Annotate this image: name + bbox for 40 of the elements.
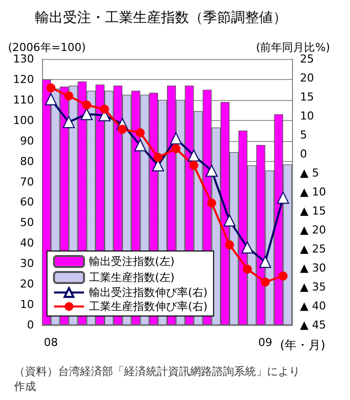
x-axis-title: (年・月)	[280, 338, 326, 352]
chart-title: 輸出受注・工業生産指数（季節調整値）	[35, 10, 287, 26]
legend-label: 工業生産指数伸び率(右)	[89, 300, 208, 313]
y-tick-label: 100	[13, 114, 34, 127]
y2-tick-label: ▲ 35	[300, 280, 326, 294]
y-tick-label: 50	[20, 216, 34, 230]
y-tick-label: 120	[13, 72, 34, 86]
y2-tick-label: 20	[300, 72, 314, 84]
x-tick-label: 09	[258, 336, 272, 349]
y2-tick-label: 5	[300, 128, 307, 142]
y2-tick-label: ▲ 40	[300, 300, 326, 312]
y2-tick-label: ▲ 20	[300, 224, 326, 236]
y2-tick-label: ▲ 45	[300, 318, 326, 332]
y-tick-label: 30	[20, 257, 34, 270]
y-tick-label: 20	[20, 278, 34, 291]
x-tick-label: 08	[44, 336, 58, 349]
y2-tick-label: ▲ 10	[300, 186, 326, 198]
y-tick-label: 130	[13, 52, 34, 66]
y2-tick-label: ▲ 5	[300, 166, 319, 180]
y2-tick-label: 15	[300, 90, 314, 104]
y-tick-label: 80	[20, 154, 34, 168]
y2-tick-label: ▲ 15	[300, 204, 326, 218]
y-tick-label: 0	[27, 318, 34, 332]
y-tick-label: 40	[20, 236, 34, 250]
y2-tick-label: 0	[300, 148, 307, 160]
y2-tick-label: 10	[300, 110, 314, 122]
y-tick-label: 70	[20, 175, 34, 188]
y-tick-label: 90	[20, 134, 34, 148]
legend-label: 輸出受注指数伸び率(右)	[89, 286, 208, 299]
legend-label: 工業生産指数(左)	[89, 271, 175, 284]
y-tick-label: 10	[20, 298, 34, 312]
y2-tick-label: 25	[300, 52, 314, 66]
y-tick-label: 110	[13, 93, 34, 106]
text: （資料）台湾経済部「経済統計資訊網路諮詢系統」により作成	[13, 365, 300, 393]
y-axis-title: (2006年=100)	[8, 41, 86, 54]
y2-tick-label: ▲ 25	[300, 242, 326, 256]
legend-label: 輸出受注指数(左)	[89, 255, 175, 268]
y2-tick-label: ▲ 30	[300, 262, 326, 274]
y2-axis-title: (前年同月比%)	[256, 41, 330, 54]
y-tick-label: 60	[20, 196, 34, 209]
